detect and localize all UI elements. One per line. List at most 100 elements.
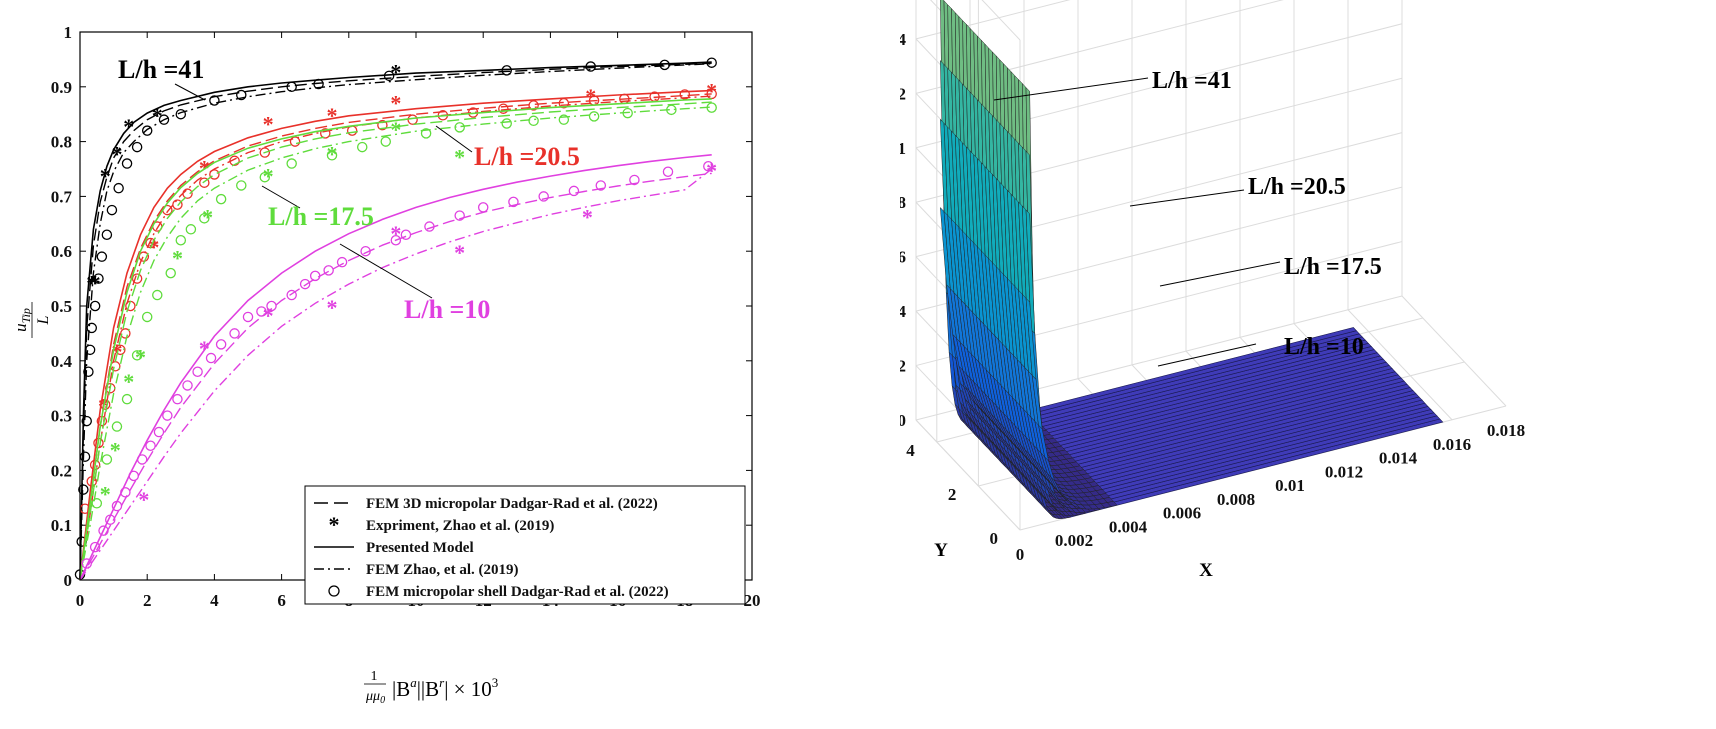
shell-point: [153, 290, 162, 299]
y-label-denominator: L: [35, 315, 52, 325]
x3d-tick-label: 0: [1016, 545, 1025, 564]
experiment-point: *: [199, 155, 210, 180]
experiment-point: *: [202, 205, 213, 230]
experiment-point: *: [263, 163, 274, 188]
shell-point: [112, 422, 121, 431]
shell-point: [122, 159, 131, 168]
shell-point: [91, 301, 100, 310]
surface-chart: 00.0020.0040.0060.0080.010.0120.0140.016…: [900, 0, 1716, 724]
experiment-point: *: [110, 437, 121, 462]
annotation-label: L/h =17.5: [1284, 254, 1382, 280]
shell-point: [663, 167, 672, 176]
z3d-tick-label: 0.006: [900, 248, 906, 267]
annotation-label: L/h =20.5: [474, 142, 580, 171]
experiment-point: *: [123, 114, 134, 139]
shell-point: [143, 312, 152, 321]
experiment-point: *: [172, 246, 183, 271]
shell-point: [290, 137, 299, 146]
experiment-point: *: [582, 205, 593, 230]
shell-point: [502, 119, 511, 128]
annotation-label: L/h =41: [1152, 68, 1232, 94]
experiment-point: *: [199, 336, 210, 361]
legend-entry-fem-shell: FEM micropolar shell Dadgar-Rad et al. (…: [366, 584, 669, 600]
shell-point: [337, 258, 346, 267]
y3d-axis-label: Y: [934, 540, 948, 561]
y-tick-label: 0.3: [51, 407, 72, 426]
experiment-point: *: [152, 103, 163, 128]
y-tick-label: 0.7: [51, 187, 73, 206]
experiment-point: *: [263, 111, 274, 136]
shell-point: [97, 252, 106, 261]
y-tick-label: 0.4: [51, 352, 73, 371]
shell-point: [102, 230, 111, 239]
shell-point: [176, 110, 185, 119]
legend-entry-experiment: Expriment, Zhao et al. (2019): [366, 518, 554, 534]
experiment-point: *: [390, 59, 401, 84]
y-tick-label: 0.5: [51, 297, 72, 316]
x3d-tick-label: 0.014: [1379, 449, 1418, 468]
y-tick-label: 0.6: [51, 242, 72, 261]
x-tick-label: 6: [277, 591, 286, 610]
experiment-point: *: [100, 481, 111, 506]
legend: FEM 3D micropolar Dadgar-Rad et al. (202…: [305, 486, 745, 604]
x-label-body: |Ba||Br| × 103: [392, 675, 498, 701]
y-tick-label: 0.9: [51, 78, 72, 97]
x-axis-label: 1 μμ0 |Ba||Br| × 103: [364, 669, 498, 706]
shell-point: [133, 142, 142, 151]
x3d-tick-label: 0.004: [1109, 517, 1148, 536]
x-label-frac-den: μμ0: [365, 689, 385, 706]
experiment-point: *: [111, 142, 122, 167]
shell-point: [114, 184, 123, 193]
shell-point: [358, 142, 367, 151]
y-tick-label: 0.1: [51, 516, 72, 535]
annotation-leader-line: [1160, 262, 1280, 286]
experiment-point: *: [454, 240, 465, 265]
shell-point: [287, 159, 296, 168]
shell-point: [122, 395, 131, 404]
shell-point: [243, 312, 252, 321]
legend-entry-fem-3d: FEM 3D micropolar Dadgar-Rad et al. (202…: [366, 496, 658, 512]
shell-point: [324, 266, 333, 275]
grid-line: [1402, 296, 1506, 406]
left-chart-panel: 0246810121416182000.10.20.30.40.50.60.70…: [0, 0, 860, 724]
experiment-point: *: [390, 221, 401, 246]
legend-entry-presented: Presented Model: [366, 540, 474, 556]
shell-point: [589, 112, 598, 121]
experiment-point: *: [327, 142, 338, 167]
annotation-label: L/h =41: [118, 55, 204, 84]
shell-point: [183, 381, 192, 390]
experiment-point: *: [138, 487, 149, 512]
shell-point: [210, 170, 219, 179]
shell-point: [85, 345, 94, 354]
legend-asterisk-icon: *: [329, 512, 340, 537]
x-tick-label: 4: [210, 591, 219, 610]
x3d-axis-label: X: [1199, 560, 1213, 581]
experiment-point: *: [454, 144, 465, 169]
experiment-point: *: [390, 117, 401, 142]
x-label-frac-num: 1: [371, 669, 378, 684]
shell-point: [230, 329, 239, 338]
annotation-label: L/h =10: [1284, 334, 1364, 360]
experiment-point: *: [135, 344, 146, 369]
experiment-point: *: [90, 270, 101, 295]
z3d-tick-label: 0.014: [900, 30, 907, 49]
shell-point: [217, 340, 226, 349]
x-tick-label: 20: [744, 591, 761, 610]
shell-point: [217, 195, 226, 204]
y3d-tick-label: 4: [906, 441, 915, 460]
shell-point: [163, 411, 172, 420]
y-tick-label: 0: [64, 571, 73, 590]
experiment-point: *: [327, 103, 338, 128]
z3d-tick-label: 0: [900, 411, 906, 430]
x3d-tick-label: 0.006: [1163, 504, 1201, 523]
shell-point: [408, 115, 417, 124]
shell-point: [143, 126, 152, 135]
y-axis-label: uTip L: [11, 302, 52, 338]
experiment-point: *: [100, 163, 111, 188]
shell-point: [186, 225, 195, 234]
x3d-tick-label: 0.008: [1217, 490, 1255, 509]
shell-point: [529, 116, 538, 125]
shell-point: [348, 126, 357, 135]
annotation-leader-line: [340, 244, 432, 298]
